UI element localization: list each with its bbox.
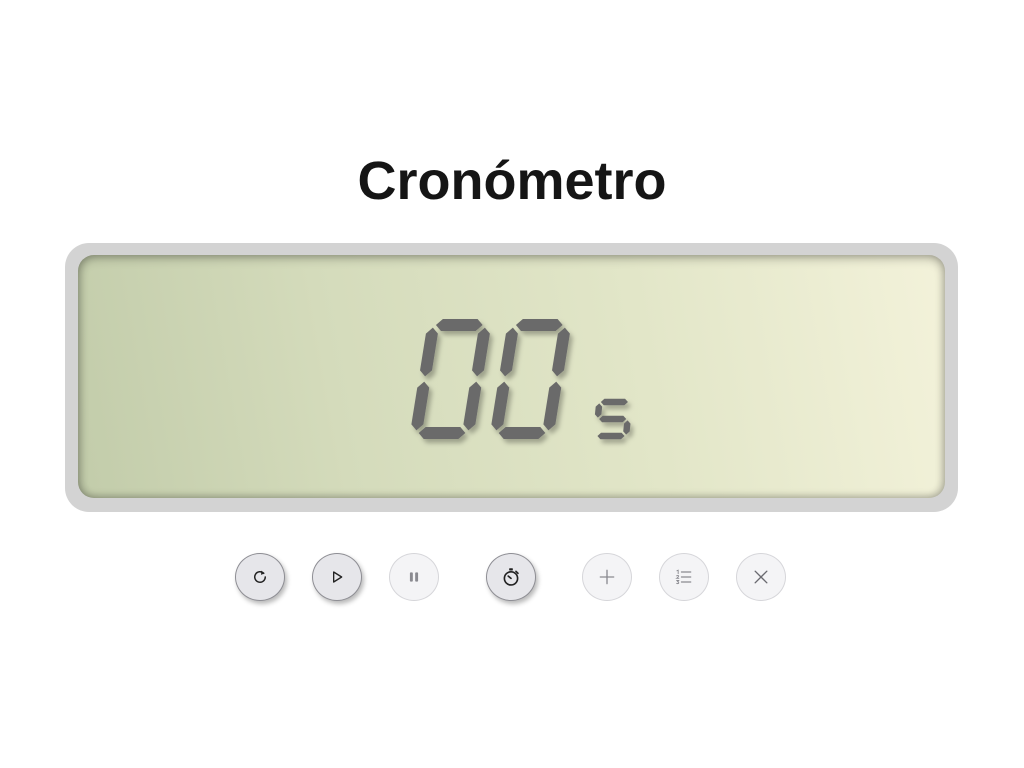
digit-2-segment-d	[498, 427, 546, 439]
unit-letter-segment-a	[600, 398, 628, 406]
plus-icon	[599, 569, 615, 585]
close-button[interactable]	[736, 553, 786, 601]
add-button[interactable]	[582, 553, 632, 601]
stopwatch-icon	[503, 568, 519, 586]
digit-1-segment-b	[472, 327, 490, 377]
digit-1-segment-a	[435, 319, 483, 331]
unit-letter-segment-d	[597, 432, 625, 440]
digit-2-segment-a	[515, 319, 563, 331]
digit-2-segment-f	[500, 327, 518, 377]
pause-button[interactable]	[389, 553, 439, 601]
refresh-icon	[254, 570, 266, 583]
pause-icon	[409, 572, 419, 582]
list-icon	[675, 569, 692, 585]
unit-letter-segment-f	[594, 403, 603, 418]
lcd-frame	[65, 243, 958, 512]
close-icon	[754, 570, 768, 584]
digit-1-segment-e	[411, 381, 430, 431]
unit-letter-segment-g	[599, 415, 627, 423]
lap-button[interactable]	[486, 553, 536, 601]
digit-1-segment-f	[420, 327, 438, 377]
control-bar	[0, 553, 1024, 603]
digit-2-segment-e	[491, 381, 510, 431]
list-button[interactable]	[659, 553, 709, 601]
lcd-display	[78, 255, 945, 498]
unit-letter-segment-c	[623, 420, 631, 435]
digit-2-segment-b	[552, 327, 570, 377]
lcd-digits	[411, 319, 631, 440]
play-icon	[333, 571, 343, 583]
page-title: Cronómetro	[357, 151, 667, 211]
digit-1-segment-d	[418, 427, 466, 439]
digit-2-segment-c	[543, 381, 562, 431]
digit-1-segment-c	[463, 381, 482, 431]
reset-button[interactable]	[235, 553, 285, 601]
play-button[interactable]	[312, 553, 362, 601]
